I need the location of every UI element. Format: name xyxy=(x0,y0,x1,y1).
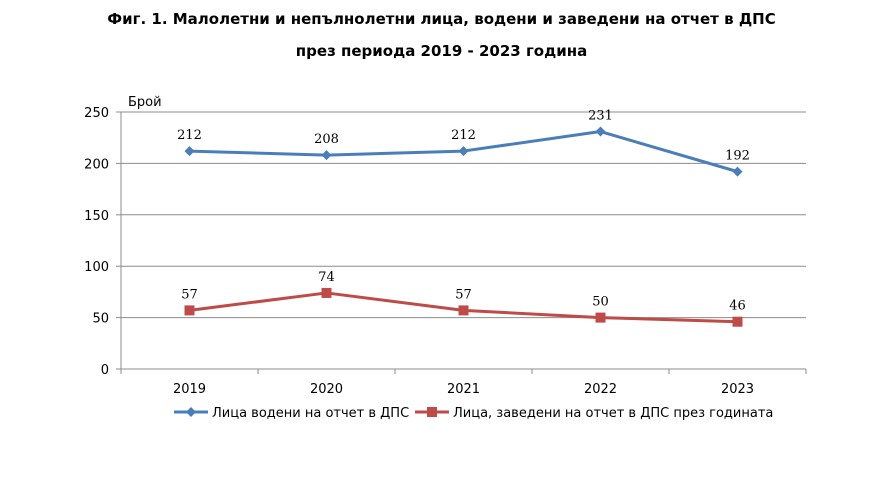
series-marker-diamond xyxy=(595,126,606,137)
data-label: 57 xyxy=(455,287,472,302)
y-tick-label: 200 xyxy=(84,157,109,172)
y-axis-label: Брой xyxy=(128,95,162,110)
data-label: 74 xyxy=(318,270,335,285)
data-label: 50 xyxy=(592,295,609,310)
data-label: 212 xyxy=(177,128,202,143)
series-marker-square xyxy=(732,316,743,327)
y-tick-label: 0 xyxy=(101,363,109,378)
series-marker-square xyxy=(595,312,606,323)
legend-label: Лица водени на отчет в ДПС xyxy=(212,406,409,421)
data-label: 192 xyxy=(725,149,750,164)
series-marker-square xyxy=(184,305,195,316)
legend-label: Лица, заведени на отчет в ДПС през годин… xyxy=(453,406,773,421)
x-tick-label: 2021 xyxy=(447,382,480,397)
series-marker-diamond xyxy=(458,146,469,157)
data-label: 57 xyxy=(181,287,198,302)
series-marker-square xyxy=(458,305,469,316)
x-tick-label: 2023 xyxy=(721,382,754,397)
series-marker-diamond xyxy=(321,150,332,161)
series-marker-diamond xyxy=(184,146,195,157)
data-label: 46 xyxy=(729,299,746,314)
data-label: 212 xyxy=(451,128,476,143)
x-tick-label: 2020 xyxy=(310,382,343,397)
series-marker-diamond xyxy=(186,407,196,417)
y-tick-label: 100 xyxy=(84,260,109,275)
y-tick-label: 150 xyxy=(84,209,109,224)
series-marker-square xyxy=(427,407,437,417)
y-tick-label: 50 xyxy=(92,312,109,327)
series-marker-square xyxy=(321,287,332,298)
data-label: 208 xyxy=(314,132,339,147)
x-tick-label: 2022 xyxy=(584,382,617,397)
x-tick-label: 2019 xyxy=(173,382,206,397)
y-tick-label: 250 xyxy=(84,106,109,121)
chart-title: Фиг. 1. Малолетни и непълнолетни лица, в… xyxy=(107,10,776,28)
data-label: 231 xyxy=(588,109,613,124)
series-marker-diamond xyxy=(732,166,743,177)
chart-subtitle: през периода 2019 - 2023 година xyxy=(295,42,588,60)
